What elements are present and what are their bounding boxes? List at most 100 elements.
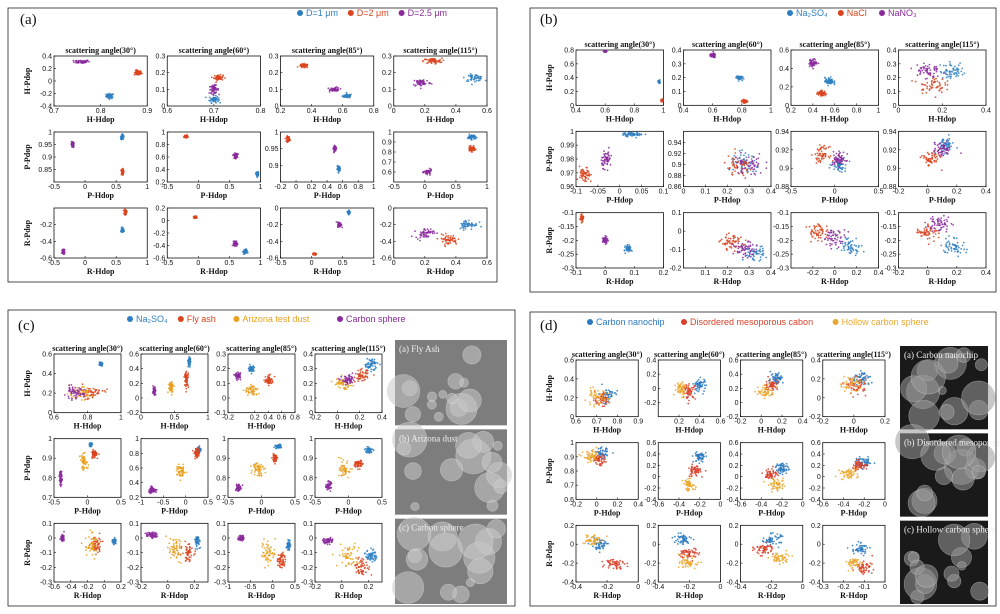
x-tick-label: 0.4	[451, 108, 461, 115]
data-point	[69, 390, 71, 393]
x-axis-label: P-Hdop	[314, 191, 341, 200]
data-point	[85, 392, 88, 394]
data-point	[960, 152, 962, 155]
y-tick-label: 0.6	[129, 352, 139, 359]
data-point	[942, 249, 945, 252]
data-point	[744, 162, 747, 164]
data-point	[734, 148, 736, 150]
data-point	[825, 93, 828, 95]
data-point	[585, 174, 587, 176]
data-point	[753, 160, 756, 162]
data-point	[751, 159, 754, 162]
data-point	[184, 373, 186, 376]
data-point	[733, 236, 735, 239]
data-point	[926, 231, 929, 233]
data-point	[624, 132, 627, 135]
x-axis-label: H-Hdop	[426, 115, 455, 124]
x-tick-label: 0.6	[600, 107, 610, 114]
data-point	[467, 79, 469, 81]
data-point	[933, 222, 936, 225]
y-tick-label: 0.88	[775, 184, 789, 191]
data-point	[473, 135, 475, 138]
data-point	[644, 133, 647, 136]
x-axis-label: R-Hdop	[928, 277, 956, 286]
x-axis-label: H-Hdop	[313, 115, 342, 124]
data-point	[818, 231, 821, 234]
data-point	[828, 82, 831, 85]
data-point	[622, 132, 625, 135]
y-tick-label: -0.6	[380, 256, 392, 263]
x-axis-label: R-Hdop	[606, 277, 634, 286]
data-point	[927, 223, 929, 226]
data-point	[738, 246, 741, 248]
data-point	[961, 244, 964, 247]
data-point	[77, 392, 80, 394]
data-point	[919, 156, 922, 159]
data-point	[476, 75, 478, 77]
data-point	[447, 235, 450, 237]
data-point	[919, 71, 922, 74]
data-point	[853, 244, 856, 247]
data-point	[937, 143, 940, 146]
data-point	[833, 80, 836, 83]
data-point	[741, 160, 744, 163]
data-point	[755, 158, 758, 161]
data-point	[732, 239, 735, 242]
data-point	[212, 85, 214, 88]
data-point	[749, 244, 752, 247]
x-axis-label: H-Hdop	[821, 114, 850, 123]
panel-border	[7, 7, 498, 283]
plot-frame	[898, 212, 987, 269]
data-point	[961, 73, 964, 76]
y-tick-label: -0.15	[558, 224, 574, 231]
x-tick-label: -0.5	[785, 189, 797, 196]
data-point	[959, 62, 961, 64]
data-point	[849, 244, 852, 247]
x-tick-label: -0.2	[222, 415, 234, 422]
x-axis-label: P-Hdop	[606, 196, 633, 205]
y-tick-label: 0.8	[382, 150, 392, 157]
data-point	[121, 171, 124, 174]
data-point	[844, 236, 846, 239]
data-point	[727, 237, 730, 240]
data-point	[215, 76, 218, 78]
data-point	[928, 164, 931, 167]
x-axis-label: H-Hdop	[606, 114, 635, 123]
data-point	[440, 233, 443, 236]
data-point	[471, 74, 473, 77]
data-point	[916, 64, 919, 66]
data-point	[730, 243, 733, 246]
data-point	[816, 158, 818, 161]
plot-frame	[790, 49, 879, 106]
data-point	[742, 253, 745, 256]
data-point	[946, 84, 949, 86]
x-tick-label: 0.2	[420, 108, 430, 115]
data-point	[76, 396, 78, 398]
data-point	[825, 236, 828, 239]
data-point	[135, 71, 138, 74]
data-point	[104, 391, 107, 393]
data-point	[428, 167, 431, 170]
subplot-title: scattering angle(60°)	[139, 344, 210, 353]
data-point	[423, 58, 426, 61]
data-point	[744, 252, 747, 255]
data-point	[83, 385, 85, 388]
panel-c: (c) Na₂SO₄ Fly ash Arizona test dust Carbon …	[7, 309, 516, 607]
data-point	[636, 132, 638, 135]
x-axis-label: R-Hdop	[87, 267, 115, 276]
data-point	[590, 173, 592, 176]
data-point	[729, 237, 732, 240]
subplot-r3-c4: 0 0.2 0.4 0.60-0.2-0.4-0.6R-Hdop	[380, 206, 492, 277]
data-point	[624, 135, 627, 137]
x-tick-label: 1	[485, 184, 489, 191]
data-point	[818, 149, 820, 151]
data-point	[484, 79, 487, 82]
y-tick-label: 0.94	[883, 129, 897, 136]
data-point	[833, 83, 836, 86]
data-point	[757, 162, 760, 165]
data-point	[945, 228, 948, 231]
data-point	[122, 134, 125, 137]
data-point	[721, 243, 724, 245]
x-tick-label: 0.6	[162, 108, 172, 115]
data-point	[833, 168, 836, 171]
